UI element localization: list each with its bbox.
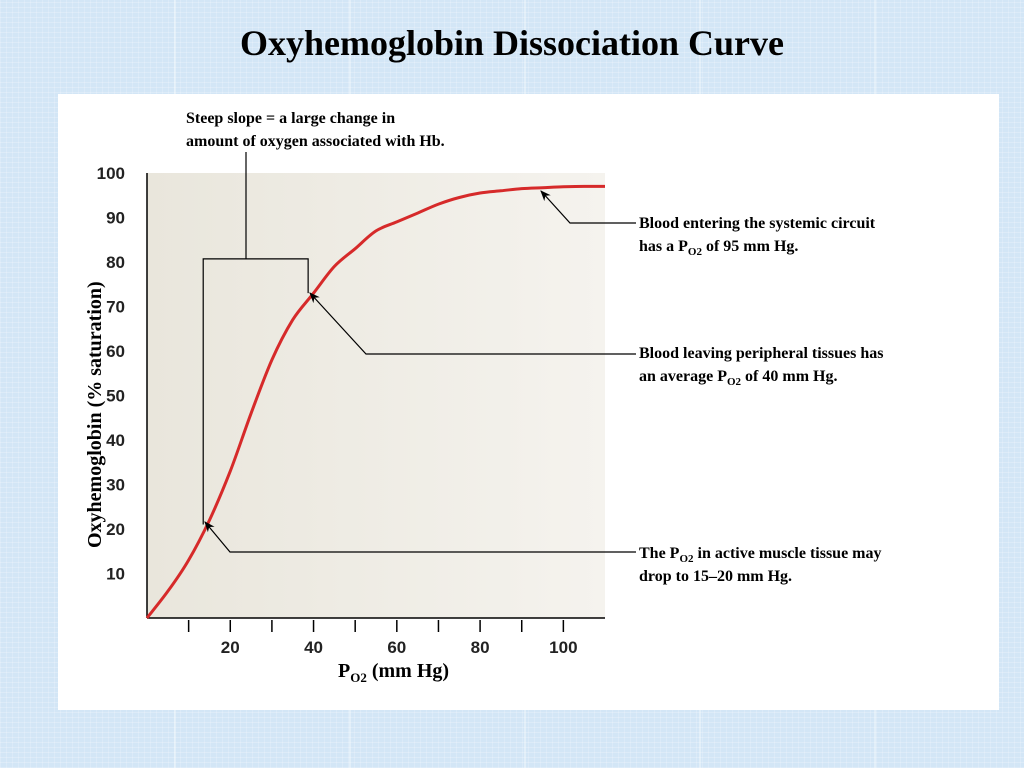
x-axis-label-main: P — [338, 660, 351, 682]
saturation-curve — [145, 184, 606, 619]
y-tick-label: 50 — [106, 387, 125, 406]
x-axis-label: PO2 (mm Hg) — [338, 660, 450, 685]
note-peripheral-pre: an average P — [639, 368, 727, 385]
callouts — [202, 152, 636, 553]
x-tick-label: 20 — [221, 638, 240, 657]
note-systemic-pre: has a P — [639, 238, 688, 255]
systemic-arrow — [540, 190, 636, 224]
x-tick-label: 60 — [387, 638, 406, 657]
note-systemic-post: of 95 mm Hg. — [701, 238, 799, 255]
y-tick-label: 90 — [106, 209, 125, 228]
curve-group — [145, 184, 606, 619]
note-peripheral-line2: an average PO2 of 40 mm Hg. — [639, 365, 883, 388]
steep-slope-bracket — [202, 258, 309, 525]
note-systemic-line2: has a PO2 of 95 mm Hg. — [639, 235, 875, 258]
y-axis-label: Oxyhemoglobin (% saturation) — [84, 281, 106, 548]
x-tick-label: 40 — [304, 638, 323, 657]
y-tick-label: 30 — [106, 476, 125, 495]
slide-title: Oxyhemoglobin Dissociation Curve — [239, 23, 785, 63]
peripheral-arrow — [309, 292, 636, 355]
note-peripheral-sub: O2 — [726, 376, 742, 388]
plot-area — [147, 173, 605, 618]
y-tick-label: 80 — [106, 253, 125, 272]
note-peripheral-line1: Blood leaving peripheral tissues has — [639, 345, 884, 362]
y-tick-label: 60 — [106, 342, 125, 361]
note-steep-slope: Steep slope = a large change in amount o… — [186, 107, 445, 153]
note-systemic: Blood entering the systemic circuit has … — [639, 212, 875, 258]
note-muscle-line1: The PO2 in active muscle tissue may — [639, 542, 882, 565]
note-muscle: The PO2 in active muscle tissue may drop… — [639, 542, 882, 588]
y-tick-label: 100 — [97, 164, 125, 183]
axes — [146, 173, 605, 619]
y-tick-label: 20 — [106, 520, 125, 539]
note-muscle-pre: The P — [639, 545, 680, 562]
note-peripheral-post: of 40 mm Hg. — [741, 368, 838, 385]
y-tick-label: 70 — [106, 298, 125, 317]
note-systemic-line1: Blood entering the systemic circuit — [639, 215, 876, 232]
y-tick-label: 40 — [106, 431, 125, 450]
y-tick-label: 10 — [106, 565, 125, 584]
x-tick-label: 100 — [549, 638, 577, 657]
x-axis-label-sub: O2 — [350, 670, 367, 685]
note-steep-line1: Steep slope = a large change in — [186, 110, 396, 127]
muscle-arrow — [204, 521, 636, 553]
note-systemic-sub: O2 — [687, 246, 702, 258]
x-axis-label-rest: (mm Hg) — [366, 660, 450, 682]
note-muscle-sub: O2 — [679, 553, 694, 565]
note-peripheral: Blood leaving peripheral tissues has an … — [639, 342, 883, 388]
oxyhemoglobin-chart: 10 20 30 40 50 60 70 80 90 100 20 40 60 80 100 — [97, 152, 636, 657]
x-tick-label: 80 — [471, 638, 490, 657]
chart-panel: 10 20 30 40 50 60 70 80 90 100 20 40 60 80 100 Steep s… — [58, 94, 999, 710]
note-muscle-line2: drop to 15–20 mm Hg. — [639, 568, 793, 585]
note-steep-line2: amount of oxygen associated with Hb. — [186, 133, 445, 150]
ticks: 10 20 30 40 50 60 70 80 90 100 20 40 60 80 100 — [97, 164, 578, 657]
note-muscle-post: in active muscle tissue may — [693, 545, 882, 562]
